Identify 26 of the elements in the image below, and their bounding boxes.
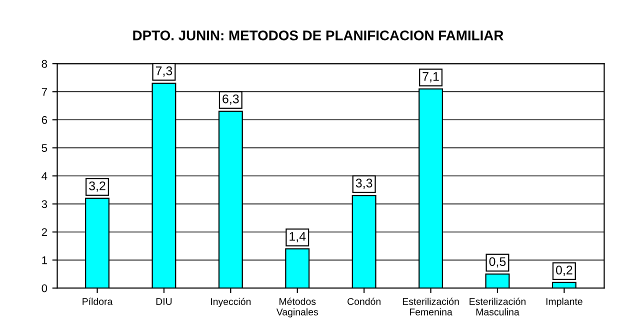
y-tick-label: 0	[42, 284, 48, 292]
chart-title: DPTO. JUNIN: METODOS DE PLANIFICACION FAMILIAR	[133, 30, 504, 40]
y-tick-label: 2	[42, 228, 47, 236]
x-tick-label: Inyección	[211, 298, 251, 307]
y-tick-label: 4	[42, 172, 48, 180]
x-tick-label: DIU	[156, 298, 172, 305]
data-label: 1,4	[290, 232, 306, 242]
data-label: 3,3	[356, 178, 372, 189]
y-tick-label: 7	[42, 88, 47, 96]
x-tick-label: Implante	[546, 298, 582, 307]
x-tick-label: Esterilización Masculina	[470, 298, 526, 316]
y-tick-label: 5	[42, 144, 48, 152]
data-label: 0,5	[489, 257, 506, 268]
x-tick-label: Métodos Vaginales	[276, 298, 318, 318]
x-tick-label: Condón	[348, 298, 380, 305]
y-tick-label: 8	[42, 60, 48, 68]
data-label: 3,2	[89, 181, 106, 192]
data-label: 7,3	[156, 66, 172, 77]
x-tick-label: Píldora	[82, 298, 113, 305]
data-label: 0,2	[556, 266, 572, 276]
y-tick-label: 3	[42, 200, 48, 208]
y-tick-label: 1	[42, 256, 47, 264]
y-tick-label: 6	[42, 116, 48, 124]
x-tick-label: Esterilización Femenina	[402, 298, 459, 316]
data-label: 7,1	[422, 72, 439, 82]
data-label: 6,3	[222, 94, 239, 105]
